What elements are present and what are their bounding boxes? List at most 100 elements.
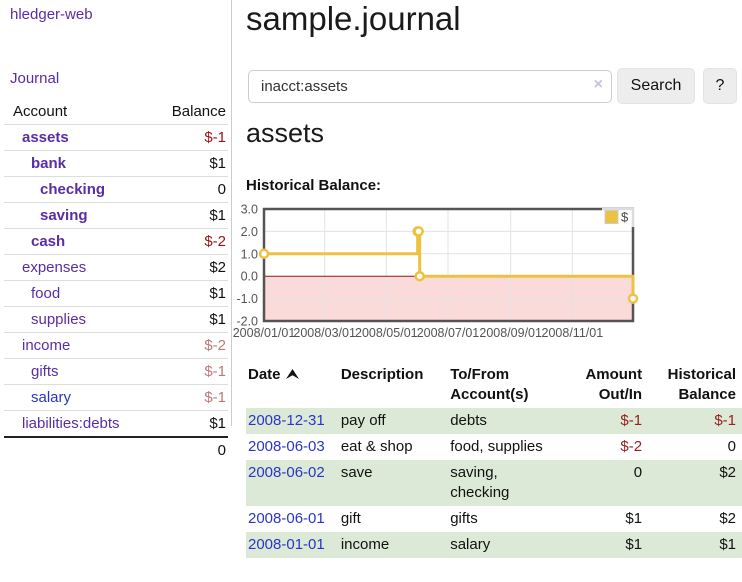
account-balance: $2 xyxy=(209,259,226,276)
account-link-liabilities-debts[interactable]: liabilities:debts xyxy=(22,415,120,432)
page-title: sample.journal xyxy=(246,0,461,37)
account-link-expenses[interactable]: expenses xyxy=(22,259,87,276)
transaction-description: gift xyxy=(340,510,361,527)
account-link-gifts[interactable]: gifts xyxy=(31,363,59,380)
account-link-saving[interactable]: saving xyxy=(40,207,88,224)
transaction-date-link[interactable]: 2008-01-01 xyxy=(248,536,325,553)
account-link-assets[interactable]: assets xyxy=(22,129,69,146)
account-link-food[interactable]: food xyxy=(31,285,61,302)
account-row: cash $-2 xyxy=(4,228,228,255)
svg-text:2008/01/01: 2008/01/01 xyxy=(233,326,296,340)
svg-text:2008/11/01: 2008/11/01 xyxy=(542,326,604,340)
register-row: 2008-06-01 gift gifts $1 $2 xyxy=(246,506,742,532)
accounts-total-row: 0 xyxy=(4,437,228,463)
help-button[interactable]: ? xyxy=(703,68,737,104)
search-box: × xyxy=(248,70,612,103)
transaction-accounts: gifts xyxy=(450,510,478,527)
search-input[interactable] xyxy=(248,70,612,103)
account-link-salary[interactable]: salary xyxy=(31,389,72,406)
transaction-balance: $1 xyxy=(719,536,736,553)
account-balance: $-1 xyxy=(204,389,226,406)
account-row: checking 0 xyxy=(4,176,228,203)
account-link-supplies[interactable]: supplies xyxy=(31,311,87,328)
sidebar-item-journal[interactable]: Journal xyxy=(10,70,60,87)
svg-text:2.0: 2.0 xyxy=(241,225,258,239)
account-balance: $1 xyxy=(209,207,226,224)
account-row: expenses $2 xyxy=(4,254,228,281)
transaction-description: pay off xyxy=(340,412,386,429)
transaction-description: save xyxy=(340,464,373,481)
register-header-date-label: Date xyxy=(248,366,281,383)
transaction-amount: 0 xyxy=(633,464,643,481)
account-balance: $1 xyxy=(209,285,226,302)
account-balance: $-2 xyxy=(204,233,226,250)
account-heading: assets xyxy=(246,118,325,148)
svg-text:3.0: 3.0 xyxy=(241,203,258,217)
transaction-date-link[interactable]: 2008-12-31 xyxy=(248,412,325,429)
svg-text:2008/09/01: 2008/09/01 xyxy=(479,326,542,340)
account-link-bank[interactable]: bank xyxy=(31,155,67,172)
register-header-description: Description xyxy=(340,366,424,383)
transaction-balance: $2 xyxy=(719,510,736,527)
svg-text:1.0: 1.0 xyxy=(241,247,258,261)
transaction-amount: $-1 xyxy=(620,412,643,429)
accounts-total-spacer xyxy=(4,437,155,463)
accounts-header-row: Account Balance xyxy=(4,99,228,125)
transaction-accounts: food, supplies xyxy=(450,438,543,455)
historical-balance-chart: $3.0 2.0 1.0 0.0 -1.0 -2.02008/01/012008/03/0… xyxy=(233,203,639,340)
account-row: assets $-1 xyxy=(4,124,228,151)
transaction-balance: $-1 xyxy=(714,412,736,429)
account-row: salary $-1 xyxy=(4,384,228,411)
svg-text:$: $ xyxy=(621,210,629,225)
sort-ascending-icon xyxy=(285,369,299,379)
register-row: 2008-06-03 eat & shop food, supplies $-2 0 xyxy=(246,434,742,460)
account-link-income[interactable]: income xyxy=(22,337,71,354)
register-row: 2008-01-01 income salary $1 $1 xyxy=(246,532,742,558)
transaction-amount: $-2 xyxy=(620,438,643,455)
register-table: Date Description To/From Account(s) Amou… xyxy=(246,362,742,558)
transaction-accounts: saving, checking xyxy=(450,464,510,501)
account-row: bank $1 xyxy=(4,150,228,177)
account-row: food $1 xyxy=(4,280,228,307)
transaction-balance: $2 xyxy=(719,464,736,481)
chart-section-label: Historical Balance: xyxy=(246,177,382,194)
account-balance: $1 xyxy=(209,311,226,328)
account-row: income $-2 xyxy=(4,332,228,359)
account-row: supplies $1 xyxy=(4,306,228,333)
app-title-link[interactable]: hledger-web xyxy=(10,6,93,23)
account-link-cash[interactable]: cash xyxy=(31,233,66,250)
svg-text:-2.0: -2.0 xyxy=(236,315,258,329)
accounts-header-account: Account xyxy=(13,103,68,120)
clear-search-icon[interactable]: × xyxy=(593,76,603,93)
sidebar-divider xyxy=(231,0,232,426)
search-button[interactable]: Search xyxy=(617,68,695,104)
transaction-description: eat & shop xyxy=(340,438,413,455)
svg-text:0.0: 0.0 xyxy=(241,270,258,284)
transaction-balance: 0 xyxy=(727,438,736,455)
accounts-total-value: 0 xyxy=(217,442,226,459)
transaction-date-link[interactable]: 2008-06-01 xyxy=(248,510,325,527)
register-table-body: 2008-12-31 pay off debts $-1 $-1 2008-06-03 ea… xyxy=(246,408,742,558)
accounts-header-balance: Balance xyxy=(171,103,226,120)
register-header-balance: Historical Balance xyxy=(667,366,736,403)
svg-text:2008/07/01: 2008/07/01 xyxy=(417,326,480,340)
account-row: gifts $-1 xyxy=(4,358,228,385)
register-header-row: Date Description To/From Account(s) Amou… xyxy=(246,362,742,408)
transaction-description: income xyxy=(340,536,390,553)
account-balance: 0 xyxy=(217,181,226,198)
svg-text:2008/05/01: 2008/05/01 xyxy=(355,326,418,340)
register-header-date[interactable]: Date xyxy=(246,362,335,408)
register-header-accounts: To/From Account(s) xyxy=(450,366,529,403)
account-row: saving $1 xyxy=(4,202,228,229)
transaction-date-link[interactable]: 2008-06-03 xyxy=(248,438,325,455)
accounts-table-body: assets $-1 bank $1 checking 0 saving $1 cash $-2 e… xyxy=(4,124,228,438)
svg-text:2008/03/01: 2008/03/01 xyxy=(293,326,356,340)
transaction-amount: $1 xyxy=(625,536,643,553)
transaction-accounts: debts xyxy=(450,412,487,429)
account-link-checking[interactable]: checking xyxy=(40,181,106,198)
transaction-amount: $1 xyxy=(625,510,643,527)
account-balance: $1 xyxy=(209,155,226,172)
transaction-date-link[interactable]: 2008-06-02 xyxy=(248,464,325,481)
account-balance: $-2 xyxy=(204,337,226,354)
